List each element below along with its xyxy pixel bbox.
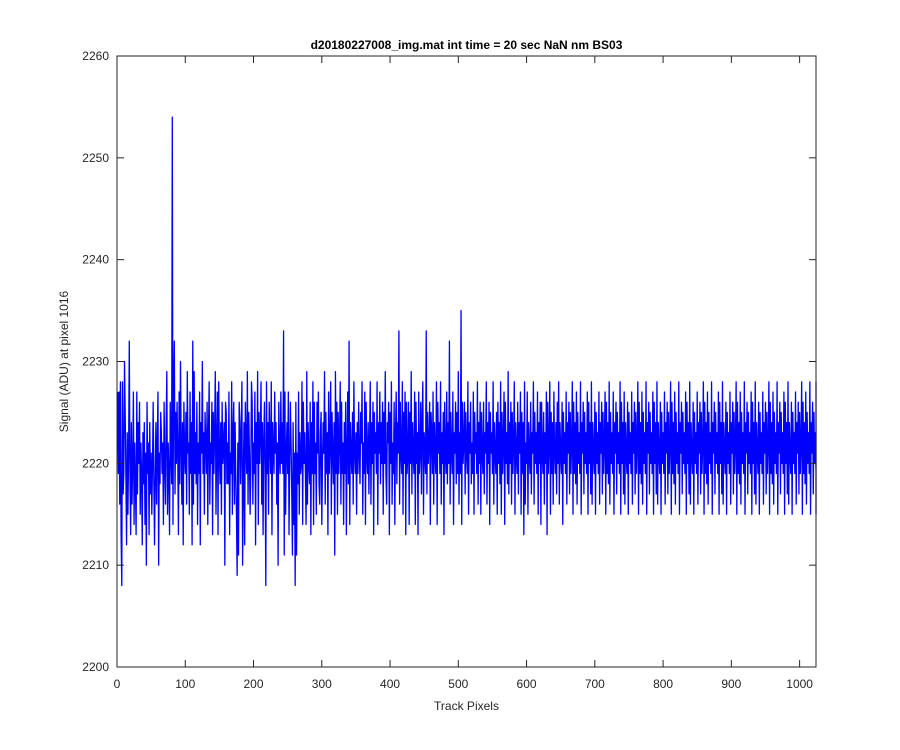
x-tick-label: 700 <box>585 677 605 691</box>
series-layer <box>117 116 817 587</box>
series-line <box>117 116 817 587</box>
x-tick-label: 1000 <box>786 677 813 691</box>
x-tick-label: 400 <box>380 677 400 691</box>
y-axis: 2200 2210 2220 2230 2240 2250 2260 <box>82 49 816 674</box>
x-tick-label: 300 <box>312 677 332 691</box>
plot-area <box>117 56 816 667</box>
x-axis: 0 100 200 300 400 500 600 700 800 900 1000 <box>114 56 813 691</box>
x-tick-label: 0 <box>114 677 121 691</box>
y-tick-label: 2200 <box>82 660 109 674</box>
y-axis-label: Signal (ADU) at pixel 1016 <box>57 290 71 432</box>
x-tick-label: 100 <box>175 677 195 691</box>
y-tick-label: 2230 <box>82 355 109 369</box>
x-tick-label: 200 <box>244 677 264 691</box>
x-tick-label: 900 <box>721 677 741 691</box>
y-tick-label: 2240 <box>82 253 109 267</box>
x-tick-label: 800 <box>653 677 673 691</box>
y-tick-label: 2210 <box>82 558 109 572</box>
x-axis-label: Track Pixels <box>434 699 499 713</box>
y-tick-label: 2220 <box>82 456 109 470</box>
x-tick-label: 500 <box>448 677 468 691</box>
y-tick-label: 2260 <box>82 49 109 63</box>
x-tick-label: 600 <box>517 677 537 691</box>
y-tick-label: 2250 <box>82 151 109 165</box>
chart-title: d20180227008_img.mat int time = 20 sec N… <box>311 38 623 52</box>
